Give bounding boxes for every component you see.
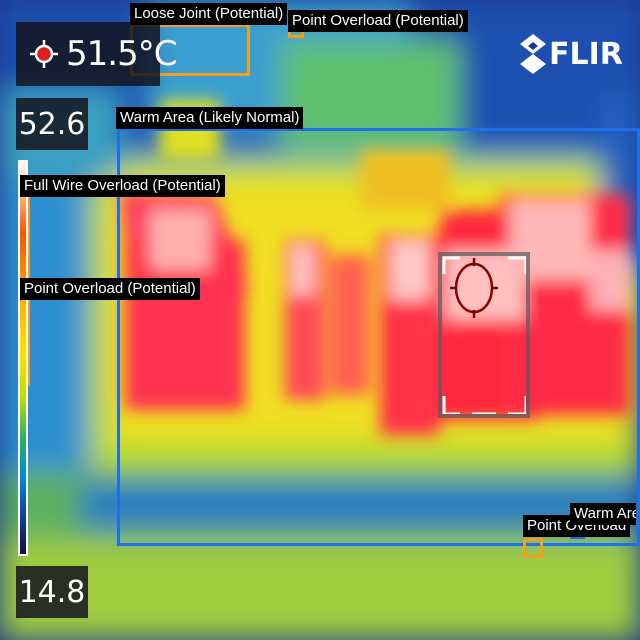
scale-max-value: 52.6 <box>16 98 88 150</box>
full-wire-overload-label: Full Wire Overload (Potential) <box>20 175 225 197</box>
temperature-scale-bar <box>18 160 28 556</box>
flir-logo: FLIR <box>520 32 623 76</box>
warm-area-label-small: Warm Area <box>570 503 636 525</box>
warm-area-box <box>117 128 640 546</box>
point-overload-box-bottom <box>523 538 543 558</box>
spot-temperature-readout: 51.5°C <box>16 22 177 86</box>
spot-temperature-value: 51.5°C <box>66 34 177 74</box>
spot-meter-icon <box>30 40 58 68</box>
spot-crosshair-frame <box>438 252 530 418</box>
scale-min-value: 14.8 <box>16 566 88 618</box>
loose-joint-label: Loose Joint (Potential) <box>130 3 288 25</box>
crosshair-icon <box>442 256 526 414</box>
point-overload-label-left: Point Overload (Potential) <box>20 278 200 300</box>
warm-area-label: Warm Area (Likely Normal) <box>116 107 304 129</box>
flir-logo-icon <box>520 34 546 74</box>
brand-text: FLIR <box>549 36 623 72</box>
point-overload-label-top: Point Overload (Potential) <box>288 10 468 32</box>
